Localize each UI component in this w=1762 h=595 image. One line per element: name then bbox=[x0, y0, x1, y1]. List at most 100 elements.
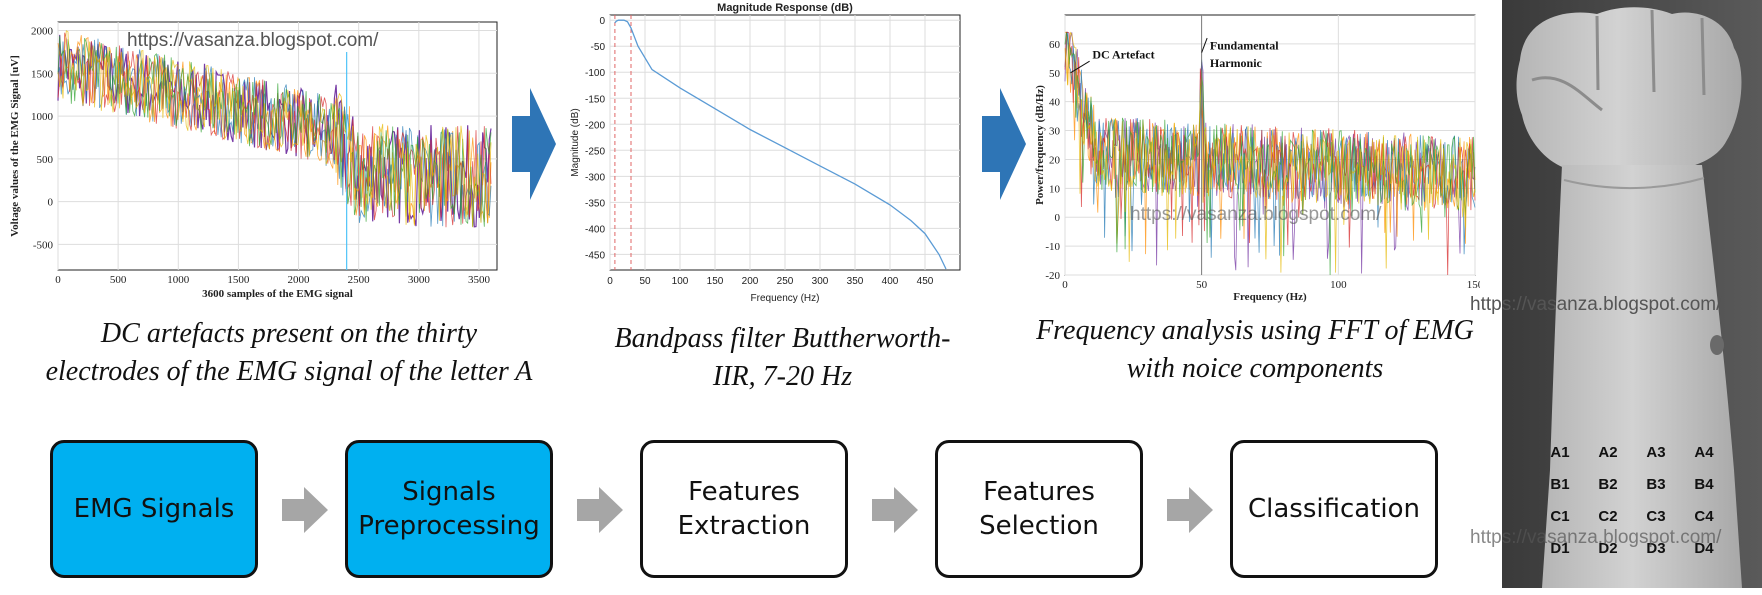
electrode-label: A4 bbox=[1694, 444, 1714, 461]
watermark-text-4: https://vasanza.blogspot.com/ bbox=[1470, 527, 1722, 548]
pipeline-selection-label-2: Selection bbox=[979, 511, 1099, 541]
x-tick-label: 0 bbox=[55, 274, 61, 286]
electrode-label: C4 bbox=[1694, 508, 1714, 525]
y-tick-label: 0 bbox=[48, 197, 54, 209]
y-tick-label: -100 bbox=[585, 68, 605, 79]
x-tick-label: 3500 bbox=[468, 274, 491, 286]
x-tick-label: 1000 bbox=[167, 274, 190, 286]
x-tick-label: 300 bbox=[812, 276, 829, 287]
forearm-photo bbox=[1502, 0, 1762, 588]
pipeline-features-extraction: Features Extraction bbox=[640, 440, 848, 578]
y-tick-label: 2000 bbox=[31, 26, 54, 38]
x-tick-label: 0 bbox=[1062, 279, 1068, 291]
x-tick-label: 50 bbox=[1196, 279, 1208, 291]
y-tick-label: -10 bbox=[1045, 241, 1060, 253]
pipeline-classification: Classification bbox=[1230, 440, 1438, 578]
y-tick-label: -350 bbox=[585, 198, 605, 209]
y-tick-label: -20 bbox=[1045, 270, 1060, 282]
x-tick-label: 400 bbox=[882, 276, 899, 287]
x-tick-label: 0 bbox=[607, 276, 613, 287]
y-tick-label: 20 bbox=[1049, 154, 1061, 166]
pipeline-selection-label-1: Features bbox=[983, 477, 1095, 507]
fft-annotation: Harmonic bbox=[1210, 56, 1263, 70]
x-tick-label: 100 bbox=[1330, 279, 1347, 291]
y-axis-label: Power/frequency (dB/Hz) bbox=[1034, 85, 1046, 205]
x-tick-label: 200 bbox=[742, 276, 759, 287]
caption-panel-2-line2: IIR, 7-20 Hz bbox=[712, 361, 853, 392]
y-axis-label: Voltage values of the EMG Signal [uV] bbox=[9, 55, 21, 237]
y-tick-label: 40 bbox=[1049, 97, 1061, 109]
flow-arrow-2 bbox=[577, 487, 623, 533]
x-axis-label: Frequency (Hz) bbox=[1233, 291, 1307, 303]
caption-panel-2-line1: Bandpass filter Buttherworth- bbox=[614, 323, 951, 354]
electrode-grid: A1 A2 A3 A4 B1 B2 B3 B4 C1 C2 C3 C4 D1 D2 D3 D4 bbox=[1540, 440, 1760, 590]
y-tick-label: -500 bbox=[33, 239, 54, 251]
x-tick-label: 350 bbox=[847, 276, 864, 287]
watermark-text-2: https://vasanza.blogspot.com/ bbox=[1130, 204, 1382, 225]
x-tick-label: 2000 bbox=[288, 274, 311, 286]
fft-series-line bbox=[1064, 31, 1476, 273]
electrode-label: A2 bbox=[1598, 444, 1617, 461]
magnitude-response-chart: 0 50 100 150 200 250 300 350 400 450 0 -50 -100 -150 -… bbox=[570, 2, 961, 304]
y-axis-label: Magnitude (dB) bbox=[570, 108, 581, 176]
electrode-label: A3 bbox=[1646, 444, 1665, 461]
flow-arrow-1 bbox=[282, 487, 328, 533]
caption-panel-2: Bandpass filter Buttherworth- IIR, 7-20 … bbox=[590, 320, 975, 396]
y-tick-label: 10 bbox=[1049, 183, 1061, 195]
y-tick-label: -150 bbox=[585, 94, 605, 105]
electrode-label: B2 bbox=[1598, 476, 1617, 493]
x-axis-label: Frequency (Hz) bbox=[751, 293, 820, 304]
electrode-label: D3 bbox=[1646, 540, 1665, 557]
blue-arrow-2 bbox=[982, 88, 1026, 200]
x-tick-label: 450 bbox=[917, 276, 934, 287]
x-tick-label: 2500 bbox=[348, 274, 371, 286]
x-tick-label: 250 bbox=[777, 276, 794, 287]
y-tick-label: -450 bbox=[585, 250, 605, 261]
y-tick-label: 500 bbox=[37, 154, 54, 166]
electrode-label: C2 bbox=[1598, 508, 1617, 525]
caption-panel-3-line2: with noice components bbox=[1126, 353, 1384, 384]
fft-spectrum-chart: 0 50 100 150 -20 -10 0 10 20 30 40 50 60 Frequency (H… bbox=[1034, 14, 1480, 303]
emg-series-line bbox=[57, 30, 492, 228]
pipeline-extraction-label-2: Extraction bbox=[677, 511, 811, 541]
flow-arrow-3 bbox=[872, 487, 918, 533]
pipeline-features-selection: Features Selection bbox=[935, 440, 1143, 578]
y-tick-label: 50 bbox=[1049, 68, 1061, 80]
pipeline-signals-preprocessing: Signals Preprocessing bbox=[345, 440, 553, 578]
electrode-label: A1 bbox=[1550, 444, 1569, 461]
caption-panel-1-line1: DC artefacts present on the thirty bbox=[100, 318, 478, 349]
x-tick-label: 50 bbox=[639, 276, 651, 287]
electrode-label: C3 bbox=[1646, 508, 1665, 525]
harmonic-annotation-pointer bbox=[1201, 37, 1208, 53]
watermark-text-1: https://vasanza.blogspot.com/ bbox=[127, 30, 379, 51]
caption-panel-3-line1: Frequency analysis using FFT of EMG bbox=[1036, 315, 1474, 346]
dc-annotation-pointer bbox=[1070, 60, 1090, 74]
pipeline-extraction-label-1: Features bbox=[688, 477, 800, 507]
pipeline-emg-signals-label: EMG Signals bbox=[73, 494, 235, 524]
chart-title: Magnitude Response (dB) bbox=[717, 2, 853, 14]
y-tick-label: 0 bbox=[1055, 212, 1061, 224]
x-tick-label: 150 bbox=[707, 276, 724, 287]
electrode-label: B1 bbox=[1550, 476, 1569, 493]
electrode-label: C1 bbox=[1550, 508, 1569, 525]
electrode-label: D2 bbox=[1598, 540, 1617, 557]
caption-panel-1-line2: electrodes of the EMG signal of the lett… bbox=[45, 356, 533, 387]
y-tick-label: 0 bbox=[599, 16, 605, 27]
y-tick-label: -300 bbox=[585, 172, 605, 183]
fft-annotation: Fundamental bbox=[1210, 39, 1279, 53]
pipeline-emg-signals: EMG Signals bbox=[50, 440, 258, 578]
fft-annotation: DC Artefact bbox=[1092, 47, 1154, 61]
y-tick-label: -400 bbox=[585, 224, 605, 235]
blue-arrow-1 bbox=[512, 88, 556, 200]
magnitude-response-line bbox=[614, 19, 947, 270]
y-tick-label: 60 bbox=[1049, 39, 1061, 51]
electrode-label: D4 bbox=[1694, 540, 1714, 557]
y-tick-label: -200 bbox=[585, 120, 605, 131]
pipeline-preprocessing-label-2: Preprocessing bbox=[358, 511, 540, 541]
watermark-text-3: https://vasanza.blogspot.com/ bbox=[1470, 294, 1722, 315]
x-tick-label: 500 bbox=[110, 274, 127, 286]
y-tick-label: 30 bbox=[1049, 126, 1061, 138]
caption-panel-3: Frequency analysis using FFT of EMG with… bbox=[1010, 312, 1500, 388]
electrode-labels: A1 A2 A3 A4 B1 B2 B3 B4 C1 C2 C3 C4 D1 D2 D3 D4 bbox=[1550, 444, 1714, 557]
